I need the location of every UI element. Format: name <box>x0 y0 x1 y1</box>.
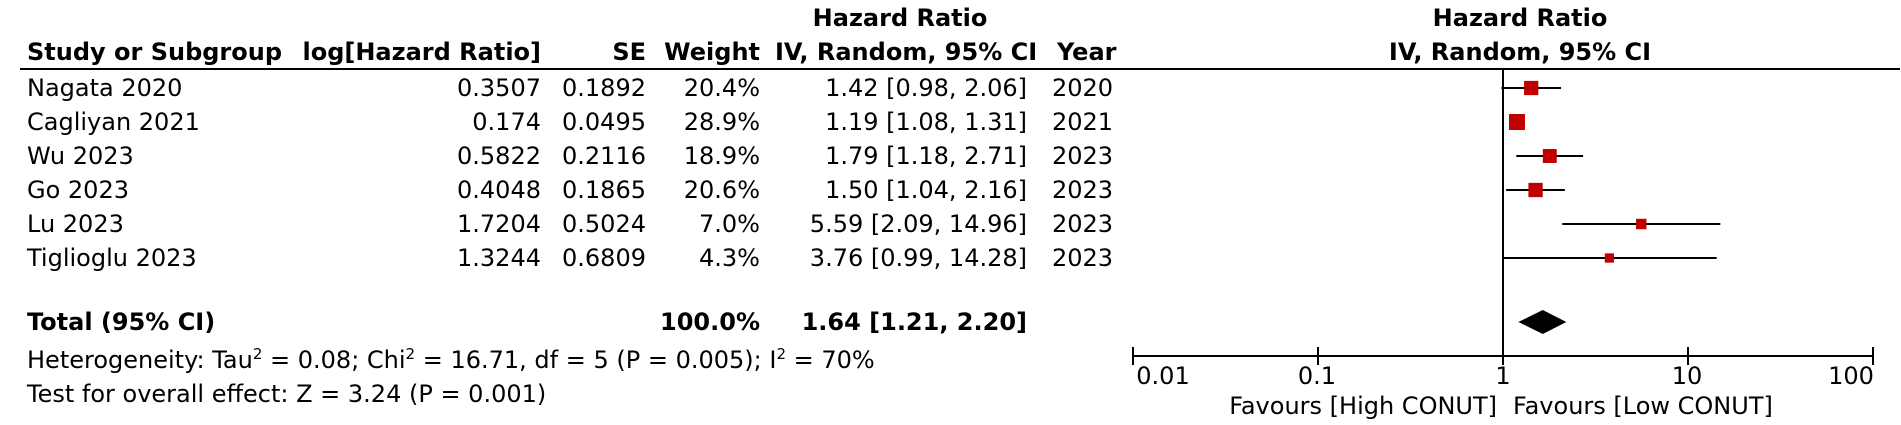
study-loghr: 0.174 <box>472 108 541 136</box>
study-marker <box>1636 218 1647 230</box>
plot-title: Hazard Ratio <box>1432 4 1608 32</box>
col-header-loghr: log[Hazard Ratio] <box>302 38 541 66</box>
study-year: 2023 <box>1052 244 1114 272</box>
study-ci: 3.76 [0.99, 14.28] <box>809 244 1027 272</box>
study-se: 0.1892 <box>562 74 646 102</box>
col-header-ci: IV, Random, 95% CI <box>775 38 1038 66</box>
study-marker <box>1508 114 1525 130</box>
pooled-diamond <box>1518 310 1567 334</box>
study-se: 0.0495 <box>562 108 646 136</box>
study-se: 0.5024 <box>562 210 646 238</box>
study-loghr: 0.4048 <box>457 176 541 204</box>
overall-effect-text: Test for overall effect: Z = 3.24 (P = 0… <box>27 380 547 408</box>
study-name: Cagliyan 2021 <box>27 108 200 136</box>
study-name: Lu 2023 <box>27 210 124 238</box>
col-header-study: Study or Subgroup <box>27 38 283 66</box>
tick-label: 1 <box>1495 362 1511 390</box>
study-marker <box>1524 80 1539 96</box>
total-label: Total (95% CI) <box>27 308 216 336</box>
study-weight: 20.4% <box>683 74 760 102</box>
favours-right-label: Favours [Low CONUT] <box>1513 392 1773 420</box>
study-year: 2023 <box>1052 210 1114 238</box>
tick-label: 0.1 <box>1297 362 1337 390</box>
study-ci: 1.79 [1.18, 2.71] <box>825 142 1027 170</box>
study-ci: 5.59 [2.09, 14.96] <box>809 210 1027 238</box>
col-header-year: Year <box>1057 38 1117 66</box>
study-se: 0.6809 <box>562 244 646 272</box>
study-marker <box>1542 149 1557 163</box>
col-header-weight: Weight <box>664 38 760 66</box>
study-loghr: 1.7204 <box>457 210 541 238</box>
study-marker <box>1528 182 1543 198</box>
study-name: Tiglioglu 2023 <box>27 244 197 272</box>
study-weight: 4.3% <box>699 244 760 272</box>
heterogeneity-text: Heterogeneity: Tau2 = 0.08; Chi2 = 16.71… <box>27 345 875 374</box>
tick-label: 10 <box>1671 362 1703 390</box>
study-year: 2023 <box>1052 142 1114 170</box>
study-year: 2020 <box>1052 74 1114 102</box>
total-ci: 1.64 [1.21, 2.20] <box>801 308 1027 336</box>
favours-left-label: Favours [High CONUT] <box>1229 392 1497 420</box>
study-name: Go 2023 <box>27 176 129 204</box>
study-weight: 7.0% <box>699 210 760 238</box>
col-header-se: SE <box>612 38 646 66</box>
study-year: 2023 <box>1052 176 1114 204</box>
tick-label: 100 <box>1828 362 1874 390</box>
study-ci: 1.50 [1.04, 2.16] <box>825 176 1027 204</box>
study-year: 2021 <box>1052 108 1114 136</box>
study-name: Nagata 2020 <box>27 74 183 102</box>
study-loghr: 0.3507 <box>457 74 541 102</box>
header-rule <box>20 68 1900 70</box>
study-se: 0.2116 <box>562 142 646 170</box>
study-marker <box>1604 253 1615 263</box>
tick-label: 0.01 <box>1136 362 1190 390</box>
study-loghr: 0.5822 <box>457 142 541 170</box>
study-se: 0.1865 <box>562 176 646 204</box>
study-weight: 18.9% <box>683 142 760 170</box>
study-name: Wu 2023 <box>27 142 134 170</box>
study-ci: 1.42 [0.98, 2.06] <box>825 74 1027 102</box>
plot-subtitle: IV, Random, 95% CI <box>1388 38 1652 66</box>
study-loghr: 1.3244 <box>457 244 541 272</box>
study-weight: 20.6% <box>683 176 760 204</box>
total-weight: 100.0% <box>660 308 760 336</box>
study-ci: 1.19 [1.08, 1.31] <box>825 108 1027 136</box>
study-weight: 28.9% <box>683 108 760 136</box>
hr-group-header: Hazard Ratio <box>812 4 988 32</box>
